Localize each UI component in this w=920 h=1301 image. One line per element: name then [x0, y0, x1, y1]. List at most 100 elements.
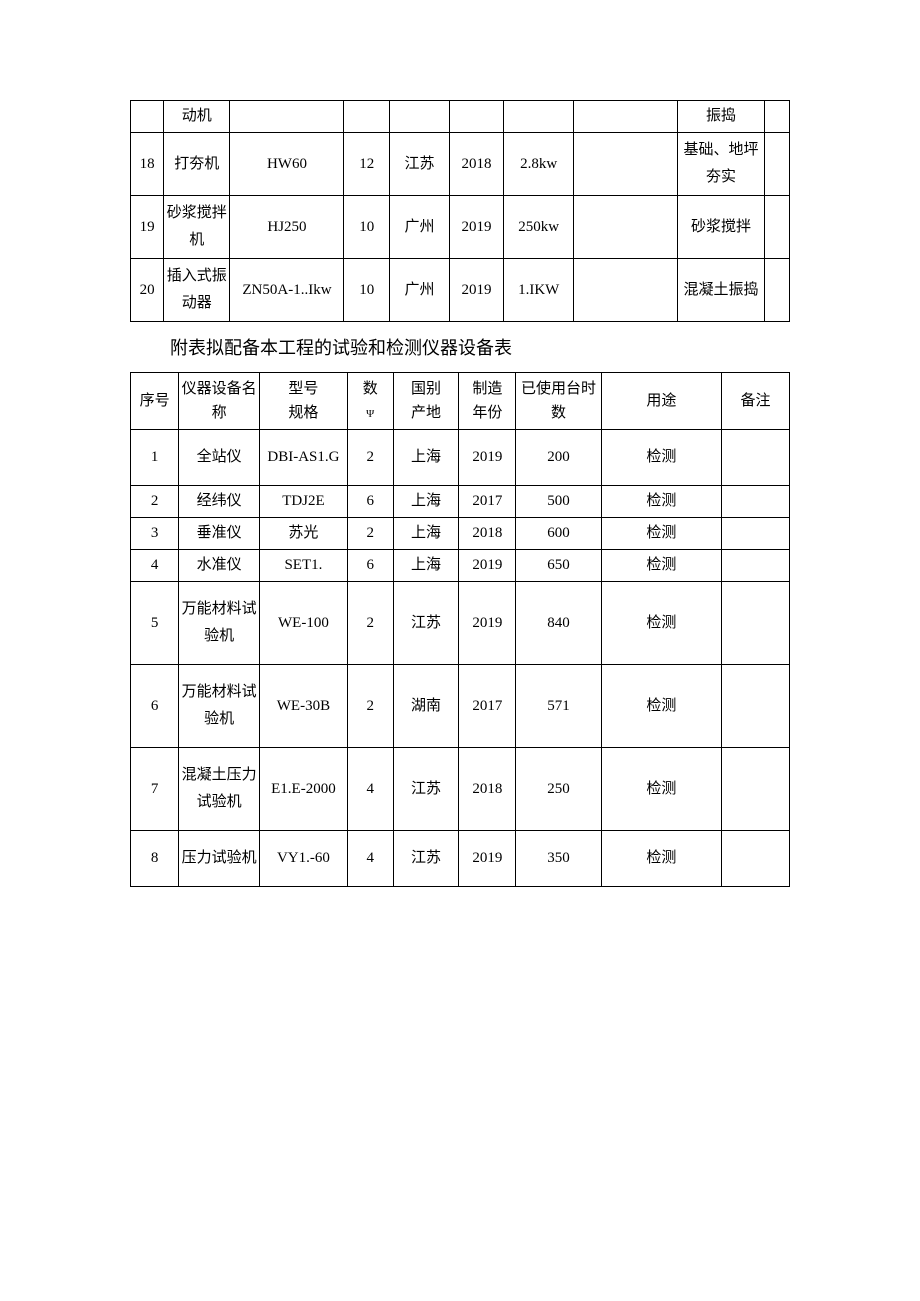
table-cell: 3: [131, 518, 179, 550]
col-model: 型号 规格: [260, 373, 348, 430]
table-cell: 2018: [459, 518, 516, 550]
table-row: 1全站仪DBI-AS1.G2上海2019200检测: [131, 430, 790, 486]
table-cell: 10: [344, 259, 390, 322]
table-cell: 广州: [390, 196, 450, 259]
table-cell: HJ250: [230, 196, 344, 259]
table-cell: HW60: [230, 133, 344, 196]
table-row: 20插入式振动器ZN50A-1..Ikw10广州20191.IKW 混凝土振捣: [131, 259, 790, 322]
table-cell: [722, 430, 790, 486]
table-cell: 万能材料试验机: [179, 665, 260, 748]
col-origin-l1: 国别: [411, 381, 441, 397]
equipment-table-1: 动机 振捣18打夯机HW6012江苏20182.8kw基础、地坪夯实19砂浆搅拌机…: [130, 100, 790, 322]
col-origin: 国别 产地: [393, 373, 459, 430]
table-cell: [765, 133, 790, 196]
table-cell: TDJ2E: [260, 486, 348, 518]
table-cell: [450, 101, 504, 133]
table-cell: WE-30B: [260, 665, 348, 748]
table-cell: ZN50A-1..Ikw: [230, 259, 344, 322]
table-cell: 2018: [459, 748, 516, 831]
table-cell: 上海: [393, 486, 459, 518]
table-cell: 江苏: [393, 582, 459, 665]
table-cell: 垂准仪: [179, 518, 260, 550]
table-cell: 10: [344, 196, 390, 259]
table-cell: 压力试验机: [179, 831, 260, 887]
table-cell: 1.IKW: [503, 259, 573, 322]
instrument-table-2: 序号 仪器设备名称 型号 规格 数 Ψ 国别 产地 制造 年份 已使用台时数 用…: [130, 372, 790, 887]
table-cell: 基础、地坪夯实: [678, 133, 765, 196]
table-cell: 6: [347, 486, 393, 518]
col-hours: 已使用台时数: [516, 373, 601, 430]
table-row: 6万能材料试验机WE-30B2湖南2017571检测: [131, 665, 790, 748]
table-cell: 经纬仪: [179, 486, 260, 518]
table-cell: VY1.-60: [260, 831, 348, 887]
table-cell: 混凝土振捣: [678, 259, 765, 322]
table-cell: 检测: [601, 748, 721, 831]
table-cell: 6: [347, 550, 393, 582]
col-name: 仪器设备名称: [179, 373, 260, 430]
table-cell: [230, 101, 344, 133]
table-cell: [574, 259, 678, 322]
col-qty-l1: 数: [363, 381, 378, 397]
col-year-l1: 制造: [472, 381, 502, 397]
table-cell: 砂浆搅拌机: [164, 196, 230, 259]
table-cell: [722, 665, 790, 748]
table-row: 19砂浆搅拌机HJ25010广州2019250kw砂浆搅拌: [131, 196, 790, 259]
table-cell: [722, 486, 790, 518]
table2-caption: 附表拟配备本工程的试验和检测仪器设备表: [130, 322, 790, 372]
table-cell: 7: [131, 748, 179, 831]
table-cell: 2: [347, 582, 393, 665]
table-cell: 苏光: [260, 518, 348, 550]
table-cell: 检测: [601, 665, 721, 748]
col-seq: 序号: [131, 373, 179, 430]
table-row: 7混凝土压力试验机E1.E-20004江苏2018250检测: [131, 748, 790, 831]
table-cell: [503, 101, 573, 133]
table-cell: 检测: [601, 831, 721, 887]
table-cell: 18: [131, 133, 164, 196]
table-cell: 2019: [450, 196, 504, 259]
table-cell: 万能材料试验机: [179, 582, 260, 665]
table-cell: 2019: [450, 259, 504, 322]
table-cell: 检测: [601, 518, 721, 550]
table-cell: [574, 196, 678, 259]
table-cell: 打夯机: [164, 133, 230, 196]
table-cell: 广州: [390, 259, 450, 322]
table-cell: [765, 259, 790, 322]
table-cell: 动机: [164, 101, 230, 133]
col-model-l1: 型号: [288, 381, 318, 397]
table-cell: 571: [516, 665, 601, 748]
table-cell: 20: [131, 259, 164, 322]
table-cell: [722, 550, 790, 582]
table-cell: 12: [344, 133, 390, 196]
table-row: 动机 振捣: [131, 101, 790, 133]
table-cell: [765, 101, 790, 133]
table-cell: 水准仪: [179, 550, 260, 582]
table-cell: [765, 196, 790, 259]
table-cell: 650: [516, 550, 601, 582]
table-row: 4水准仪SET1.6上海2019650检测: [131, 550, 790, 582]
table-cell: [574, 133, 678, 196]
table-cell: 检测: [601, 582, 721, 665]
table-cell: 上海: [393, 550, 459, 582]
table-cell: 5: [131, 582, 179, 665]
table-cell: 8: [131, 831, 179, 887]
table-cell: 600: [516, 518, 601, 550]
table-cell: [722, 831, 790, 887]
table-cell: 混凝土压力试验机: [179, 748, 260, 831]
table-cell: 1: [131, 430, 179, 486]
table-row: 5万能材料试验机WE-1002江苏2019840检测: [131, 582, 790, 665]
table-cell: 江苏: [393, 748, 459, 831]
table-cell: 2017: [459, 665, 516, 748]
col-qty: 数 Ψ: [347, 373, 393, 430]
table2-header-row: 序号 仪器设备名称 型号 规格 数 Ψ 国别 产地 制造 年份 已使用台时数 用…: [131, 373, 790, 430]
table-cell: 200: [516, 430, 601, 486]
table-cell: 2: [347, 430, 393, 486]
col-year-l2: 年份: [472, 405, 502, 421]
table-cell: 江苏: [390, 133, 450, 196]
table-cell: 插入式振动器: [164, 259, 230, 322]
table-cell: [722, 518, 790, 550]
table-row: 18打夯机HW6012江苏20182.8kw基础、地坪夯实: [131, 133, 790, 196]
table-cell: 振捣: [678, 101, 765, 133]
col-remark: 备注: [722, 373, 790, 430]
table-cell: [131, 101, 164, 133]
col-use: 用途: [601, 373, 721, 430]
